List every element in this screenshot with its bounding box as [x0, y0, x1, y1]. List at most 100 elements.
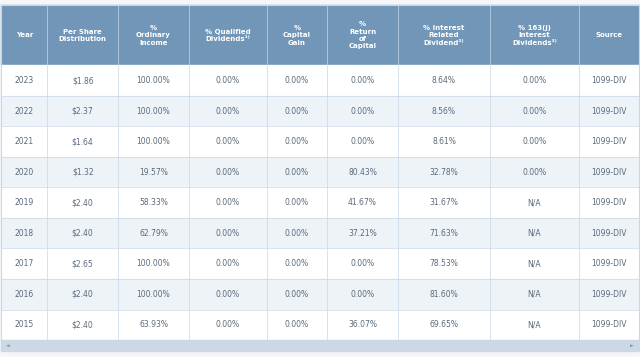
Text: % Interest
Related
Dividend²⁾: % Interest Related Dividend²⁾ — [423, 25, 465, 46]
Text: ►: ► — [630, 343, 634, 348]
Text: 100.00%: 100.00% — [137, 76, 170, 85]
Text: N/A: N/A — [527, 290, 541, 299]
Text: 36.07%: 36.07% — [348, 320, 377, 329]
Text: $1.64: $1.64 — [72, 137, 93, 146]
Bar — [1, 310, 639, 340]
Text: 8.56%: 8.56% — [432, 107, 456, 116]
Text: 78.53%: 78.53% — [429, 259, 458, 268]
Text: 8.64%: 8.64% — [432, 76, 456, 85]
Bar — [1, 126, 639, 157]
Bar — [1, 157, 639, 187]
Text: N/A: N/A — [527, 229, 541, 238]
Text: 0.00%: 0.00% — [216, 137, 240, 146]
Text: 0.00%: 0.00% — [522, 168, 547, 177]
Text: 0.00%: 0.00% — [285, 198, 309, 207]
Text: %
Return
of
Capital: % Return of Capital — [349, 21, 376, 49]
Text: 100.00%: 100.00% — [137, 290, 170, 299]
Text: 0.00%: 0.00% — [285, 229, 309, 238]
Text: 63.93%: 63.93% — [139, 320, 168, 329]
Text: %
Capital
Gain: % Capital Gain — [283, 25, 311, 46]
Text: 69.65%: 69.65% — [429, 320, 458, 329]
Text: 0.00%: 0.00% — [351, 137, 374, 146]
Text: 0.00%: 0.00% — [285, 137, 309, 146]
Text: 0.00%: 0.00% — [285, 320, 309, 329]
Text: 2015: 2015 — [15, 320, 34, 329]
Text: 2023: 2023 — [15, 76, 34, 85]
Text: N/A: N/A — [527, 320, 541, 329]
Text: 2021: 2021 — [15, 137, 34, 146]
Text: N/A: N/A — [527, 259, 541, 268]
Text: 1099-DIV: 1099-DIV — [591, 107, 627, 116]
Text: 0.00%: 0.00% — [351, 290, 374, 299]
Text: ◄: ◄ — [6, 343, 10, 348]
Text: 58.33%: 58.33% — [139, 198, 168, 207]
Text: 100.00%: 100.00% — [137, 137, 170, 146]
Text: 0.00%: 0.00% — [522, 137, 547, 146]
Text: N/A: N/A — [527, 198, 541, 207]
Text: $1.32: $1.32 — [72, 168, 93, 177]
Text: 0.00%: 0.00% — [522, 76, 547, 85]
Text: 8.61%: 8.61% — [432, 137, 456, 146]
Text: $2.40: $2.40 — [72, 198, 93, 207]
Text: 71.63%: 71.63% — [429, 229, 458, 238]
Text: 0.00%: 0.00% — [216, 168, 240, 177]
Text: 0.00%: 0.00% — [351, 259, 374, 268]
Text: 1099-DIV: 1099-DIV — [591, 198, 627, 207]
Text: 0.00%: 0.00% — [285, 290, 309, 299]
Text: 0.00%: 0.00% — [216, 290, 240, 299]
Text: $1.86: $1.86 — [72, 76, 93, 85]
Text: 1099-DIV: 1099-DIV — [591, 137, 627, 146]
Text: 32.78%: 32.78% — [429, 168, 458, 177]
Text: 0.00%: 0.00% — [351, 107, 374, 116]
Text: 2016: 2016 — [15, 290, 34, 299]
Text: 62.79%: 62.79% — [139, 229, 168, 238]
Bar — [1, 96, 639, 126]
Bar — [1, 5, 639, 65]
Bar — [1, 65, 639, 96]
Text: $2.37: $2.37 — [72, 107, 93, 116]
Text: 0.00%: 0.00% — [285, 168, 309, 177]
Text: 31.67%: 31.67% — [429, 198, 458, 207]
Text: $2.40: $2.40 — [72, 320, 93, 329]
Text: $2.40: $2.40 — [72, 229, 93, 238]
Text: % 163(j)
Interest
Dividends³⁾: % 163(j) Interest Dividends³⁾ — [512, 25, 557, 46]
Bar — [1, 340, 639, 351]
Text: 100.00%: 100.00% — [137, 259, 170, 268]
Text: 2020: 2020 — [15, 168, 34, 177]
Text: 1099-DIV: 1099-DIV — [591, 229, 627, 238]
Text: 0.00%: 0.00% — [216, 320, 240, 329]
Text: 2018: 2018 — [15, 229, 34, 238]
Text: 0.00%: 0.00% — [285, 76, 309, 85]
Text: 1099-DIV: 1099-DIV — [591, 290, 627, 299]
Text: $2.65: $2.65 — [72, 259, 93, 268]
Text: 0.00%: 0.00% — [216, 198, 240, 207]
Text: Year: Year — [15, 32, 33, 38]
Text: 1099-DIV: 1099-DIV — [591, 168, 627, 177]
Text: Source: Source — [595, 32, 622, 38]
Text: 2019: 2019 — [15, 198, 34, 207]
Text: 0.00%: 0.00% — [285, 259, 309, 268]
Text: 37.21%: 37.21% — [348, 229, 377, 238]
Text: 2022: 2022 — [15, 107, 34, 116]
Bar — [1, 187, 639, 218]
Text: %
Ordinary
Income: % Ordinary Income — [136, 25, 171, 46]
Text: 1099-DIV: 1099-DIV — [591, 259, 627, 268]
Text: 2017: 2017 — [15, 259, 34, 268]
Bar — [1, 218, 639, 248]
Text: 0.00%: 0.00% — [285, 107, 309, 116]
Text: 100.00%: 100.00% — [137, 107, 170, 116]
Text: $2.40: $2.40 — [72, 290, 93, 299]
Text: 0.00%: 0.00% — [522, 107, 547, 116]
Text: 1099-DIV: 1099-DIV — [591, 320, 627, 329]
Text: 0.00%: 0.00% — [216, 76, 240, 85]
Text: 81.60%: 81.60% — [429, 290, 458, 299]
Text: 80.43%: 80.43% — [348, 168, 377, 177]
Text: 0.00%: 0.00% — [216, 229, 240, 238]
Text: 0.00%: 0.00% — [351, 76, 374, 85]
Text: 0.00%: 0.00% — [216, 259, 240, 268]
Text: 1099-DIV: 1099-DIV — [591, 76, 627, 85]
Text: 41.67%: 41.67% — [348, 198, 377, 207]
Bar — [1, 279, 639, 310]
Text: 19.57%: 19.57% — [139, 168, 168, 177]
Text: 0.00%: 0.00% — [216, 107, 240, 116]
